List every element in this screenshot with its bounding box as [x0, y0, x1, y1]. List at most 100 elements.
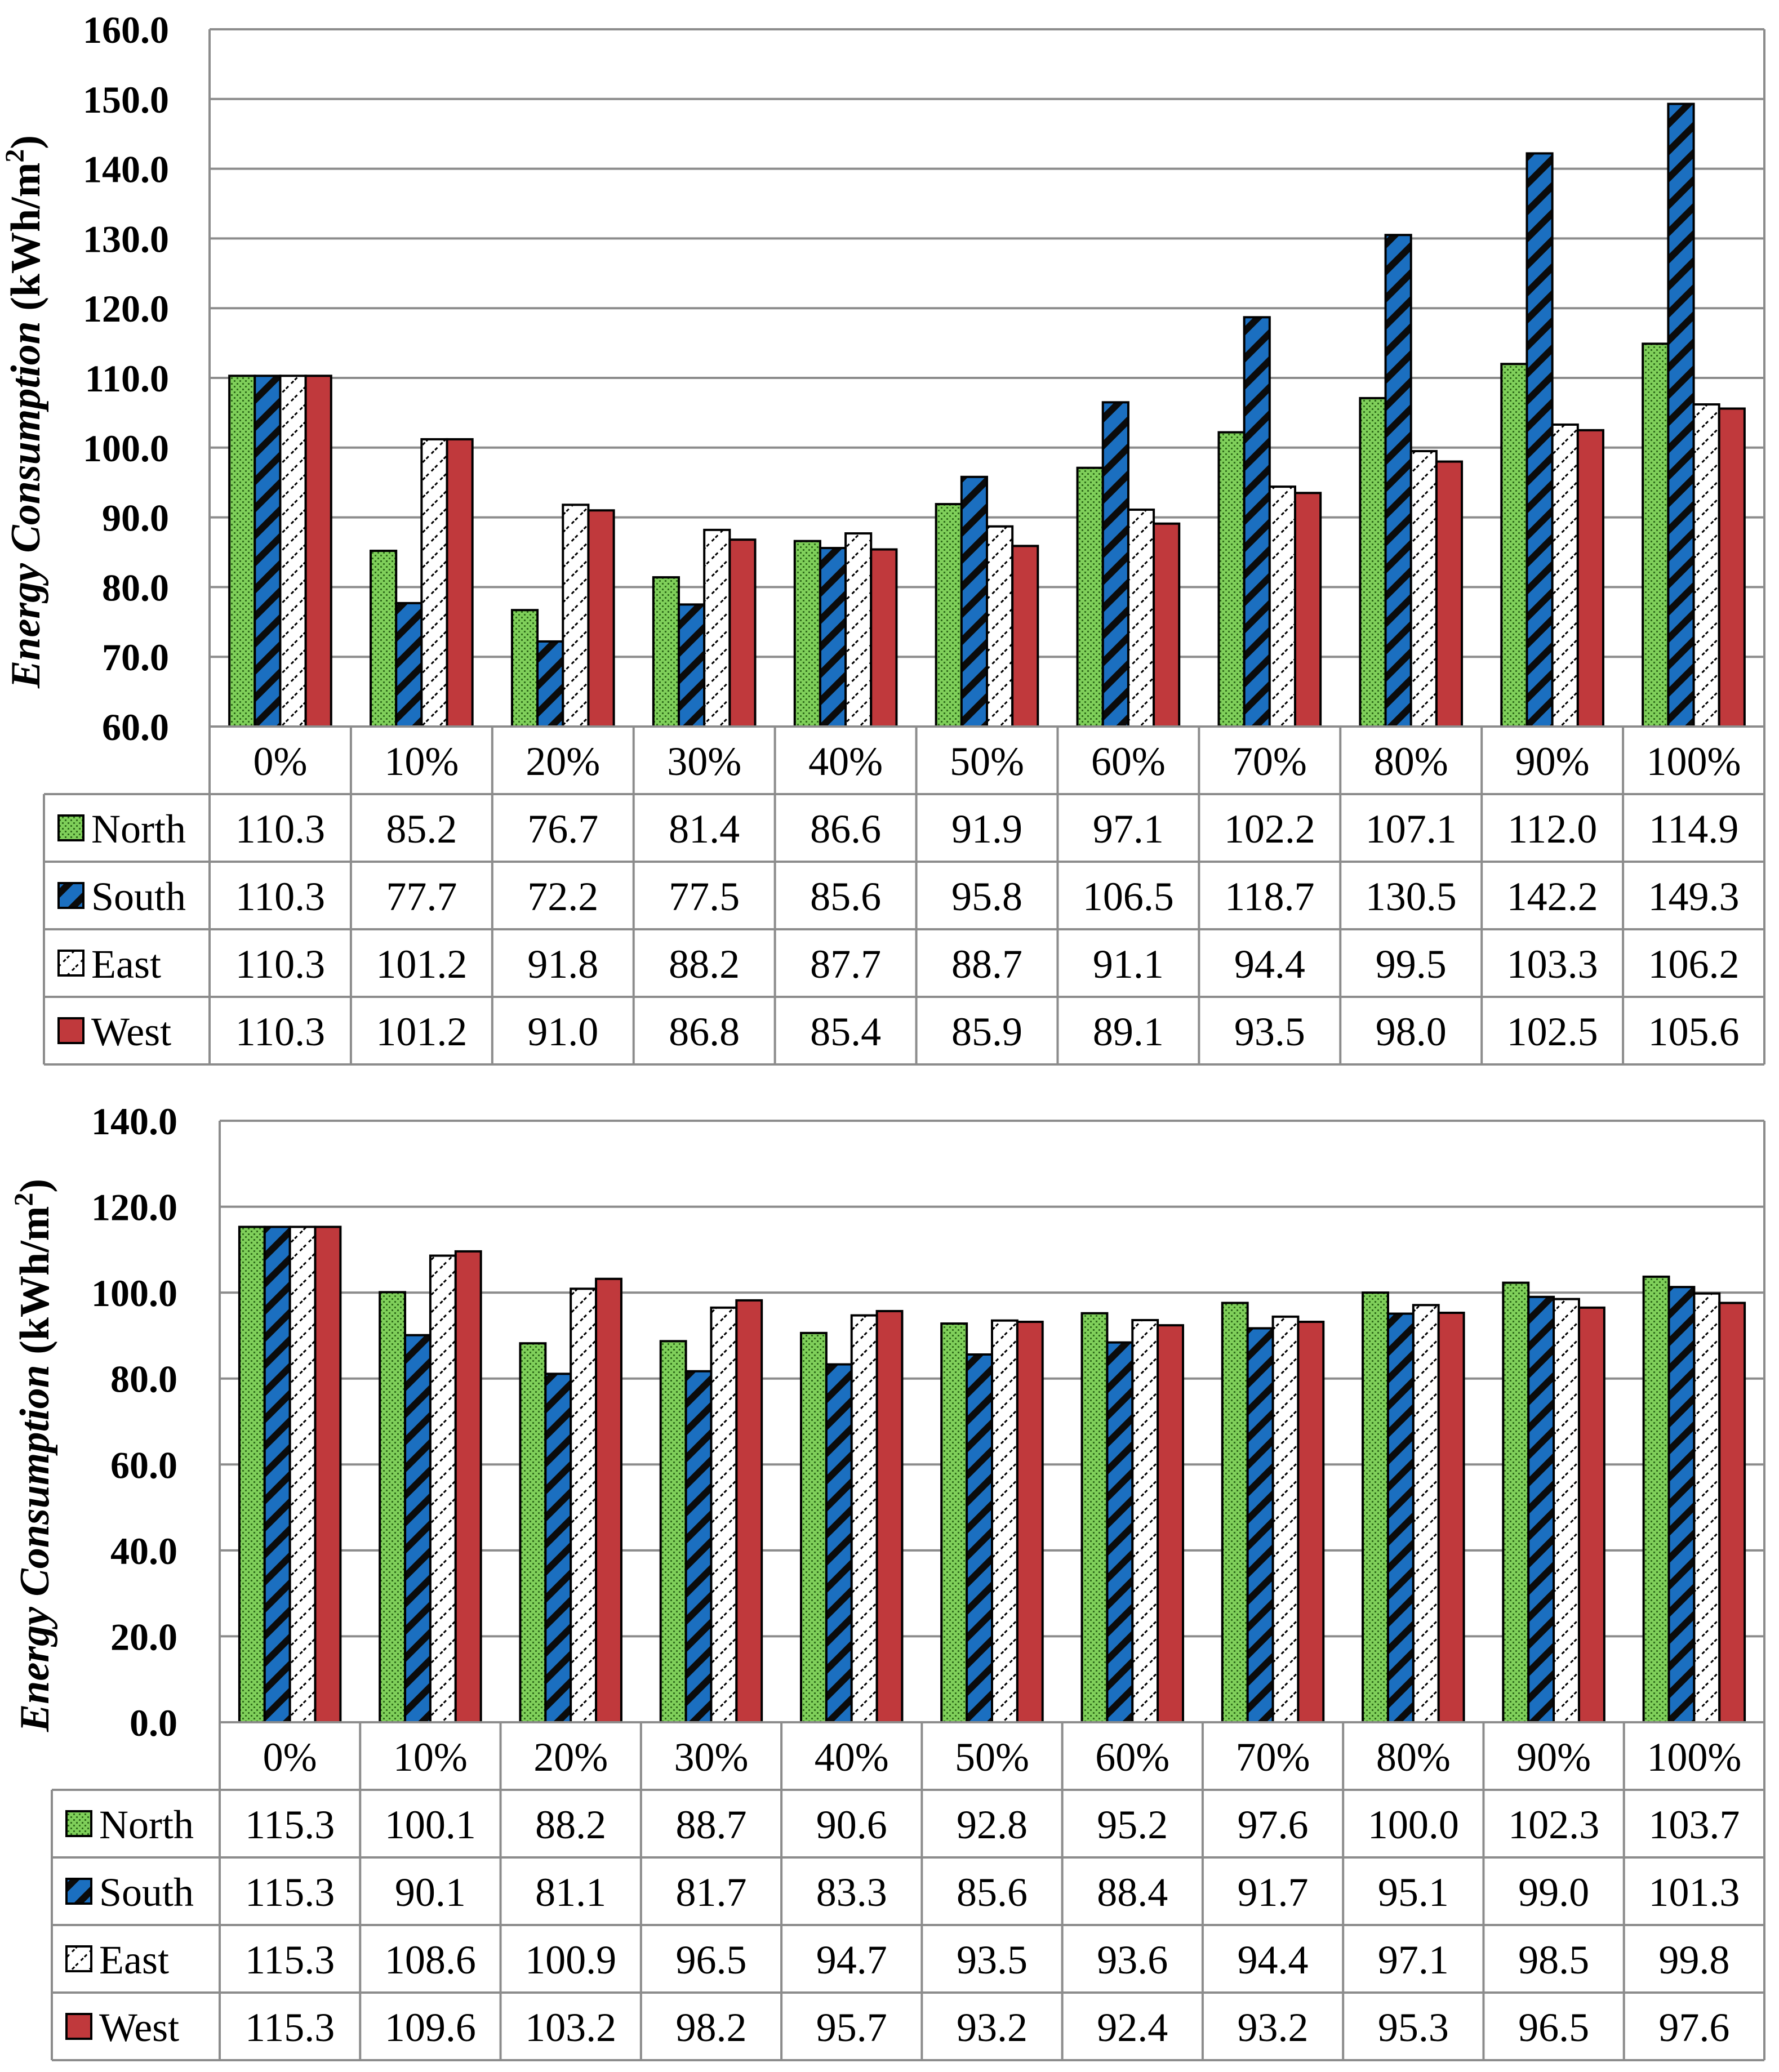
legend-label: West	[91, 1009, 171, 1054]
bar-north-10pct	[370, 550, 398, 728]
bar-east-50pct	[991, 1319, 1019, 1723]
data-label: 107.1	[1366, 806, 1457, 852]
data-label: 100.0	[1368, 1802, 1459, 1847]
chart-1: 60.0 70.0 80.0 90.0 100.0 110.0 120.0 130.0 140.…	[0, 8, 1765, 1066]
data-label: 88.7	[951, 942, 1022, 987]
bar-north-100pct	[1642, 342, 1670, 728]
data-label: 86.8	[669, 1009, 740, 1054]
bar-south-60pct	[1106, 1341, 1134, 1723]
x-tick-label: 0%	[263, 1735, 317, 1780]
data-label: 110.3	[235, 806, 325, 852]
bar-south-0pct	[253, 375, 282, 728]
bar-south-20pct	[544, 1373, 572, 1723]
x-tick-label: 60%	[1095, 1735, 1169, 1780]
data-label: 85.4	[810, 1009, 881, 1054]
bar-south-30pct	[684, 1370, 713, 1723]
bar-west-70pct	[1293, 492, 1322, 728]
bar-south-100pct	[1667, 103, 1695, 728]
bar-south-50pct	[966, 1353, 993, 1724]
legend-label: East	[91, 942, 161, 987]
data-label: 91.0	[527, 1009, 598, 1054]
data-label: 110.3	[235, 942, 325, 987]
data-label: 118.7	[1225, 874, 1314, 919]
bar-south-90pct	[1526, 152, 1554, 728]
x-tick-label: 0%	[253, 739, 307, 784]
legend-label: South	[91, 874, 186, 919]
data-label: 100.9	[525, 1937, 616, 1982]
legend-label: South	[99, 1870, 194, 1915]
data-label: 94.4	[1234, 942, 1305, 987]
data-label: 130.5	[1366, 874, 1457, 919]
bar-north-30pct	[659, 1340, 687, 1723]
y-tick-label: 90.0	[102, 497, 169, 540]
data-label: 85.2	[386, 806, 457, 852]
data-label: 90.1	[395, 1870, 466, 1915]
bar-west-10pct	[454, 1250, 482, 1724]
bar-north-80pct	[1362, 1291, 1389, 1723]
bar-west-90pct	[1576, 429, 1604, 728]
bar-east-10pct	[429, 1254, 457, 1723]
x-tick-label: 10%	[384, 739, 459, 784]
charts-root: 60.0 70.0 80.0 90.0 100.0 110.0 120.0 130.0 140.…	[0, 8, 1765, 2061]
data-label: 93.5	[957, 1937, 1028, 1982]
data-label: 106.5	[1083, 874, 1174, 919]
data-label: 77.7	[386, 874, 457, 919]
data-label: 103.7	[1648, 1802, 1740, 1847]
x-tick-label: 50%	[950, 739, 1024, 784]
bar-west-0pct	[304, 375, 332, 728]
y-tick-label: 120.0	[91, 1186, 177, 1229]
data-label: 87.7	[810, 942, 881, 987]
bar-south-80pct	[1384, 234, 1412, 728]
legend-north-icon	[57, 814, 84, 841]
bar-north-90pct	[1500, 363, 1528, 728]
x-tick-label: 100%	[1647, 1735, 1741, 1780]
data-label: 91.1	[1093, 942, 1164, 987]
bar-north-50pct	[935, 503, 963, 728]
bar-east-40pct	[850, 1314, 878, 1723]
bar-south-80pct	[1386, 1312, 1415, 1724]
data-label: 110.3	[235, 874, 325, 919]
bar-north-70pct	[1221, 1302, 1249, 1723]
data-label: 115.3	[245, 1937, 335, 1982]
data-label: 88.2	[535, 1802, 606, 1847]
data-label: 92.8	[957, 1802, 1028, 1847]
data-label: 100.1	[385, 1802, 476, 1847]
bar-south-70pct	[1246, 1327, 1274, 1723]
bar-north-20pct	[510, 609, 539, 728]
bar-east-70pct	[1268, 485, 1296, 728]
bar-west-50pct	[1016, 1321, 1044, 1723]
legend-west-icon	[65, 2013, 92, 2040]
bar-south-90pct	[1527, 1295, 1555, 1724]
bar-south-30pct	[678, 603, 706, 728]
data-label: 95.2	[1097, 1802, 1168, 1847]
data-label: 91.8	[527, 942, 598, 987]
bar-south-40pct	[819, 547, 847, 728]
y-tick-label: 140.0	[83, 148, 169, 191]
data-label: 98.5	[1518, 1937, 1589, 1982]
data-label: 99.8	[1658, 1937, 1729, 1982]
y-tick-label: 120.0	[83, 287, 169, 330]
data-label: 94.7	[816, 1937, 887, 1982]
data-label: 97.1	[1093, 806, 1164, 852]
bar-east-50pct	[986, 525, 1014, 728]
chart-2: 0.0 20.0 40.0 60.0 80.0 100.0 120.0 140.0 0% 10% 2…	[9, 1100, 1765, 2061]
bar-east-0pct	[279, 375, 307, 728]
data-label: 93.5	[1234, 1009, 1305, 1054]
data-label: 88.7	[675, 1802, 746, 1847]
bar-west-80pct	[1435, 460, 1464, 728]
data-label: 101.2	[376, 942, 467, 987]
data-label: 94.4	[1238, 1937, 1309, 1982]
data-label: 105.6	[1648, 1009, 1740, 1054]
bar-south-50pct	[960, 475, 988, 728]
data-label: 97.6	[1658, 2005, 1729, 2050]
data-label: 101.2	[376, 1009, 467, 1054]
bar-east-60pct	[1127, 508, 1155, 728]
bar-south-70pct	[1243, 316, 1271, 728]
data-label: 95.7	[816, 2005, 887, 2050]
data-label: 91.7	[1238, 1870, 1309, 1915]
data-label: 72.2	[527, 874, 598, 919]
bar-west-50pct	[1011, 545, 1039, 728]
x-tick-label: 30%	[667, 739, 741, 784]
bar-west-100pct	[1718, 407, 1746, 728]
data-label: 110.3	[235, 1009, 325, 1054]
